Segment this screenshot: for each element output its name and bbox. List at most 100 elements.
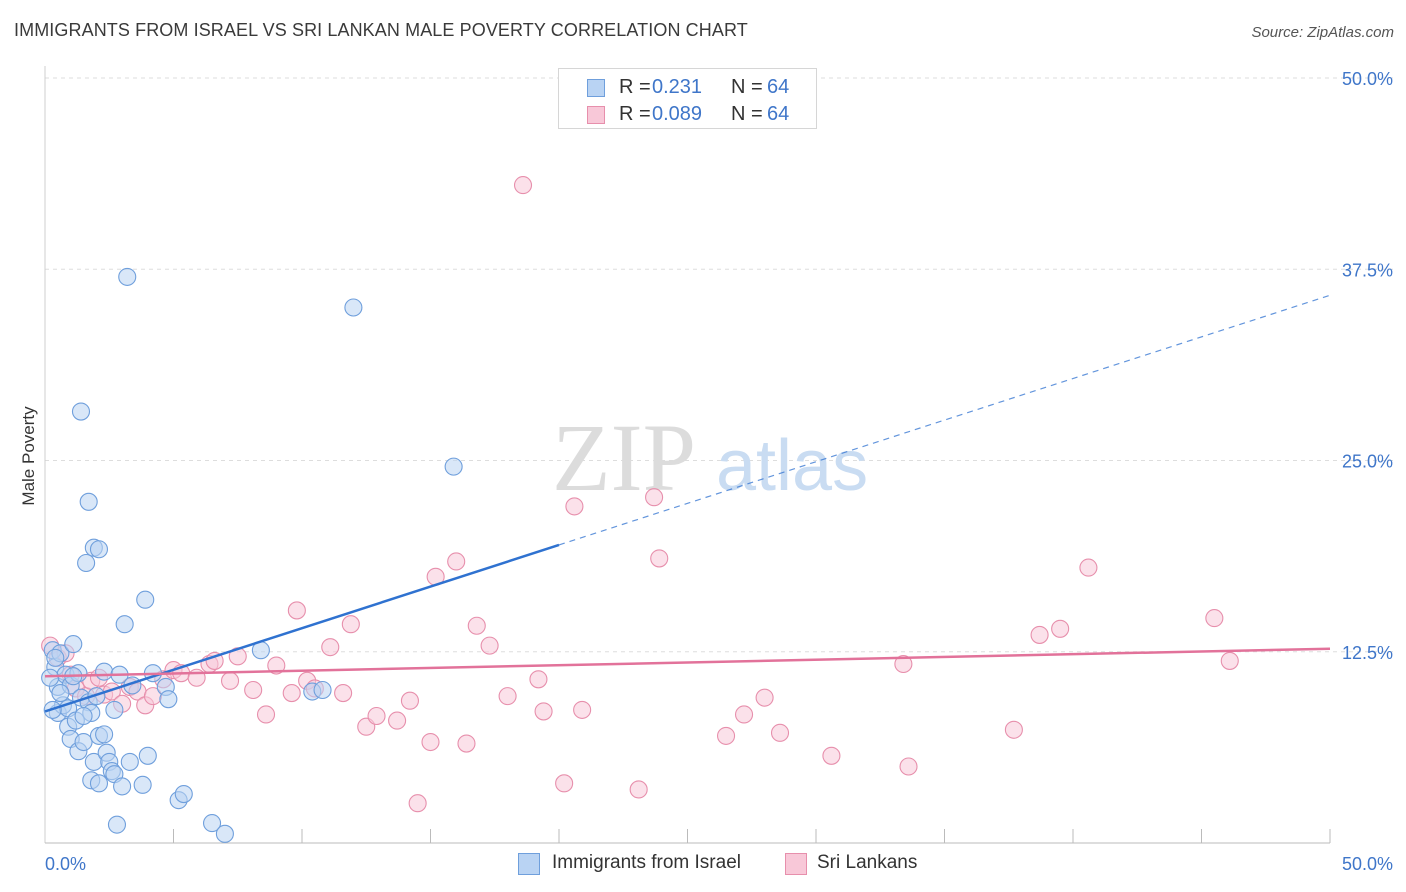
israel-point [120,752,139,771]
srilanka-point [244,680,263,700]
srilanka-point [421,732,440,752]
israel-trendline [44,543,560,713]
srilanka-point [555,774,574,793]
israel-point [159,690,178,709]
y-axis-title: Male Poverty [19,406,38,506]
srilanka-point [341,615,360,634]
legend-r-value: 0.089 [652,103,703,125]
x-tick-label-max: 50.0% [1342,854,1393,874]
watermark: ZIP atlas [552,404,868,511]
srilanka-point [282,684,301,703]
israel-point [203,814,222,833]
legend-row-srilanka: R = 0.089 N = 64 [559,102,816,128]
y-tick-label: 37.5% [1342,260,1393,280]
israel-point [71,402,91,421]
srilanka-point [256,705,276,724]
israel-point [174,784,193,804]
israel-point [136,590,155,609]
srilanka-point [899,757,918,776]
srilanka-point [1220,651,1239,670]
srilanka-point [388,711,407,730]
srilanka-point [334,684,353,703]
israel-point [89,774,109,793]
israel-point [118,267,137,286]
srilanka-point [565,497,584,516]
y-tick-label: 12.5% [1342,643,1393,663]
srilanka-point [287,601,306,620]
israel-point [77,553,96,573]
israel-point [107,815,127,834]
israel-point [313,680,332,700]
legend-n-label: N = [731,76,763,98]
srilanka-point [629,780,648,799]
israel-point [46,648,65,667]
srilanka-point [573,700,592,719]
israel-point [89,540,109,559]
correlation-legend: R = 0.231 N = 64 R = 0.089 N = 64 [558,68,817,129]
srilanka-point [645,488,664,507]
srilanka-point [513,176,533,195]
srilanka-point [457,734,476,753]
y-tick-label: 50.0% [1342,69,1393,89]
legend-r-label: R = [619,76,651,98]
srilanka-point [529,670,548,689]
srilanka-point [822,746,841,765]
srilanka-point [1051,619,1070,638]
srilanka-point [220,671,240,690]
srilanka-point [894,654,913,674]
srilanka-point [770,723,790,742]
israel-point [95,662,114,681]
srilanka-point [267,656,286,675]
israel-point [64,635,83,654]
srilanka-point [1205,609,1224,628]
srilanka-point [534,702,553,721]
legend-n-label: N = [731,103,763,125]
israel-point [74,732,93,752]
srilanka-point [367,706,386,726]
israel-trendline-extension [558,294,1331,546]
srilanka-point [1030,625,1049,644]
labels-layer: 12.5% 25.0% 37.5% 50.0% 0.0% 50.0% Male Povert… [19,69,1393,874]
srilanka-point [716,726,736,745]
israel-point [138,746,157,765]
legend-n-value: 64 [767,103,790,125]
legend-r-label: R = [619,103,651,125]
legend-swatch-blue [587,79,605,97]
srilanka-point [408,794,427,813]
srilanka-trendline [44,647,1331,678]
bottom-legend-label: Sri Lankans [817,852,918,873]
watermark-zip: ZIP [552,404,696,511]
israel-point [41,668,60,687]
legend-n-value: 64 [767,76,790,98]
israel-point [79,492,98,511]
trend-layer [44,294,1331,713]
israel-point [113,777,132,796]
legend-swatch-pink [587,106,605,124]
israel-point [444,457,463,476]
srilanka-point [734,705,754,724]
grid-layer [45,77,1395,653]
srilanka-point [755,688,774,707]
srilanka-point [447,552,466,571]
y-tick-label: 25.0% [1342,452,1393,472]
legend-row-israel: R = 0.231 N = 64 [559,75,816,101]
israel-point [74,706,93,726]
israel-point [105,700,124,719]
bottom-legend-swatch-pink [785,853,807,875]
israel-point [344,298,363,317]
israel-point [215,824,234,843]
srilanka-point [467,616,486,635]
srilanka-point [1004,720,1023,739]
israel-point [95,725,114,744]
x-tick-label-min: 0.0% [45,854,86,874]
srilanka-point [498,687,517,706]
srilanka-point [321,638,340,657]
israel-point [115,615,134,634]
srilanka-point [480,636,499,655]
israel-point [51,684,70,703]
legend-r-value: 0.231 [652,76,703,98]
source-label: Source: ZipAtlas.com [1251,24,1394,41]
israel-point [133,775,152,794]
bottom-legend-label: Immigrants from Israel [552,852,741,873]
